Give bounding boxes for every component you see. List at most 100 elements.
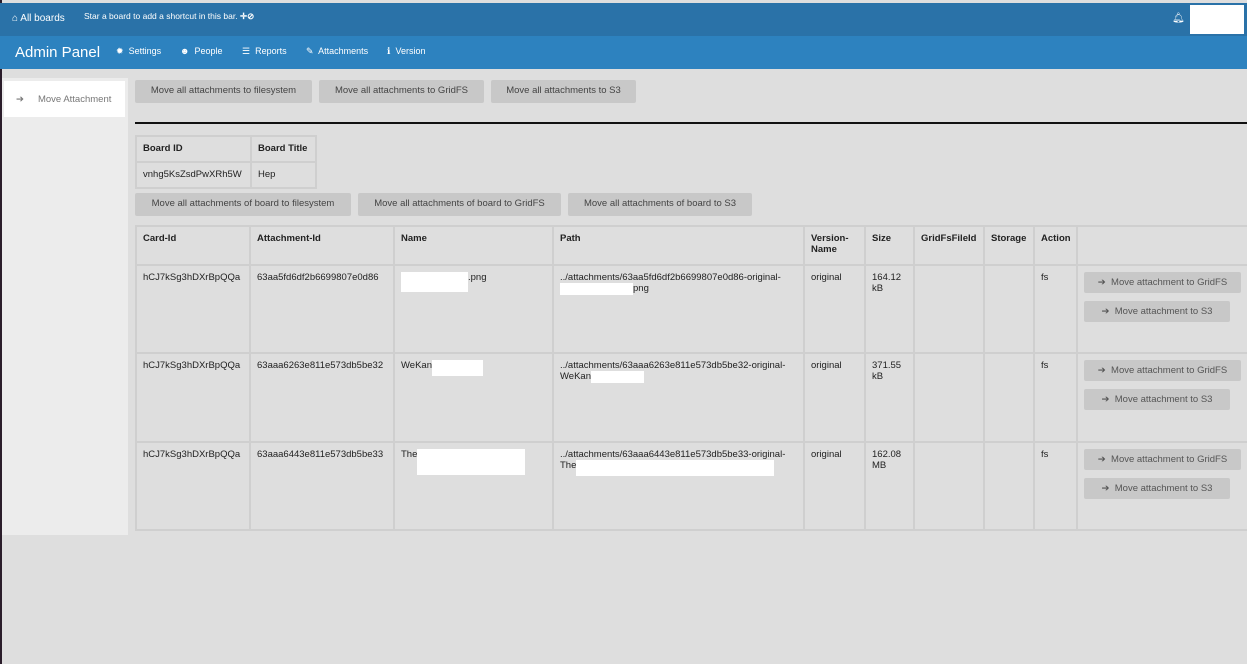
redacted xyxy=(431,360,483,376)
redacted xyxy=(417,449,526,475)
version-name: original xyxy=(803,352,866,443)
nav-label: Attachments xyxy=(318,46,369,56)
path-text: ../attachments/63aaa6263e811e573db5be32-… xyxy=(560,360,786,371)
all-boards-link[interactable]: ⌂ All boards xyxy=(12,13,65,24)
attachment-name: The xyxy=(393,441,554,531)
move-icon[interactable]: ✛ xyxy=(239,11,248,21)
move-to-s3-button[interactable]: ➔ Move attachment to S3 xyxy=(1084,301,1230,322)
move-to-gridfs-button[interactable]: ➔ Move attachment to GridFS xyxy=(1084,360,1241,381)
move-to-gridfs-button[interactable]: ➔ Move attachment to GridFS xyxy=(1084,272,1241,293)
size: 371.55 kB xyxy=(864,352,915,443)
attachment-id: 63aaa6443e811e573db5be33 xyxy=(249,441,395,531)
size: 162.08 MB xyxy=(864,441,915,531)
move-to-s3-button[interactable]: ➔ Move attachment to S3 xyxy=(1084,389,1230,410)
attachment-id: 63aa5fd6df2b6699807e0d86 xyxy=(249,264,395,354)
board-title: Hep xyxy=(250,161,317,189)
gridfs-file-id xyxy=(913,264,985,354)
header-board-id: Board ID xyxy=(135,135,252,163)
button-label: Move attachment to GridFS xyxy=(1111,454,1228,465)
redacted xyxy=(401,272,468,292)
action: fs xyxy=(1033,441,1078,531)
window-edge xyxy=(0,0,2,664)
header-storage: Storage xyxy=(983,225,1035,266)
version-name: original xyxy=(803,264,866,354)
nav-label: Reports xyxy=(255,46,287,56)
hint-text: Star a board to add a shortcut in this b… xyxy=(84,11,238,21)
card-id: hCJ7kSg3hDXrBpQQa xyxy=(135,352,251,443)
move-all-to-gridfs-button[interactable]: Move all attachments to GridFS xyxy=(319,80,484,103)
header-board-title: Board Title xyxy=(250,135,317,163)
sidebar-item-move-attachment[interactable]: ➔ Move Attachment xyxy=(4,81,125,117)
name-prefix: The xyxy=(401,449,418,460)
nav-attachments[interactable]: ✎ Attachments xyxy=(306,46,368,57)
path-prefix: The xyxy=(560,460,577,471)
button-label: Move attachment to GridFS xyxy=(1111,277,1228,288)
bell-icon[interactable]: 🔔︎ xyxy=(1172,13,1185,24)
path-prefix: WeKan xyxy=(560,371,591,382)
move-board-to-filesystem-button[interactable]: Move all attachments of board to filesys… xyxy=(135,193,351,216)
button-label: Move attachment to GridFS xyxy=(1111,365,1228,376)
info-icon: ℹ xyxy=(387,46,391,56)
nav-settings[interactable]: ✹ Settings xyxy=(116,46,161,57)
attachment-id: 63aaa6263e811e573db5be32 xyxy=(249,352,395,443)
move-board-to-gridfs-button[interactable]: Move all attachments of board to GridFS xyxy=(358,193,561,216)
nav-label: Settings xyxy=(128,46,162,56)
button-label: Move attachment to S3 xyxy=(1114,394,1213,405)
header-action: Action xyxy=(1033,225,1078,266)
move-all-to-filesystem-button[interactable]: Move all attachments to filesystem xyxy=(135,80,312,103)
sidebar-item-label: Move Attachment xyxy=(37,94,112,105)
storage xyxy=(983,352,1035,443)
move-board-to-s3-button[interactable]: Move all attachments of board to S3 xyxy=(568,193,752,216)
header-gridfs-file-id: GridFsFileId xyxy=(913,225,985,266)
all-boards-label: All boards xyxy=(20,13,65,24)
row-actions: ➔ Move attachment to GridFS ➔ Move attac… xyxy=(1076,264,1247,354)
sidebar: ➔ Move Attachment xyxy=(2,78,128,535)
table-row: hCJ7kSg3hDXrBpQQa 63aaa6443e811e573db5be… xyxy=(135,441,1247,531)
size: 164.12 kB xyxy=(864,264,915,354)
header-version-name: Version-Name xyxy=(803,225,866,266)
arrow-right-icon: ➔ xyxy=(1097,365,1106,376)
paperclip-icon: ✎ xyxy=(306,46,314,56)
move-all-to-s3-button[interactable]: Move all attachments to S3 xyxy=(491,80,636,103)
card-id: hCJ7kSg3hDXrBpQQa xyxy=(135,441,251,531)
arrow-right-icon: ➔ xyxy=(16,94,24,105)
gridfs-file-id xyxy=(913,352,985,443)
header-card-id: Card-Id xyxy=(135,225,251,266)
top-bar: ⌂ All boards Star a board to add a short… xyxy=(0,3,1247,36)
arrow-right-icon: ➔ xyxy=(1097,277,1106,288)
action: fs xyxy=(1033,352,1078,443)
list-icon: ☰ xyxy=(242,46,251,56)
home-icon: ⌂ xyxy=(12,13,19,24)
gridfs-file-id xyxy=(913,441,985,531)
path-text: ../attachments/63aa5fd6df2b6699807e0d86-… xyxy=(560,272,781,283)
nav-people[interactable]: ☻ People xyxy=(180,46,223,56)
move-to-gridfs-button[interactable]: ➔ Move attachment to GridFS xyxy=(1084,449,1241,470)
board-id: vnhg5KsZsdPwXRh5W xyxy=(135,161,252,189)
move-to-s3-button[interactable]: ➔ Move attachment to S3 xyxy=(1084,478,1230,499)
path-suffix: png xyxy=(633,283,649,294)
board-table: Board ID Board Title vnhg5KsZsdPwXRh5W Hep xyxy=(135,135,317,189)
page-title: Admin Panel xyxy=(15,44,101,61)
admin-header: Admin Panel ✹ Settings ☻ People ☰ Report… xyxy=(0,36,1247,69)
button-label: Move attachment to S3 xyxy=(1114,483,1213,494)
arrow-right-icon: ➔ xyxy=(1101,483,1110,494)
storage xyxy=(983,264,1035,354)
nav-reports[interactable]: ☰ Reports xyxy=(242,46,287,57)
attachment-name: WeKan xyxy=(393,352,554,443)
header-attachment-id: Attachment-Id xyxy=(249,225,395,266)
shortcut-hint: Star a board to add a shortcut in this b… xyxy=(84,11,254,22)
card-id: hCJ7kSg3hDXrBpQQa xyxy=(135,264,251,354)
redacted xyxy=(560,283,633,295)
block-icon[interactable]: ⊘ xyxy=(247,11,255,21)
nav-version[interactable]: ℹ Version xyxy=(387,46,425,57)
attachment-path: ../attachments/63aa5fd6df2b6699807e0d86-… xyxy=(552,264,805,354)
attachment-name: .png xyxy=(393,264,554,354)
header-path: Path xyxy=(552,225,805,266)
row-actions: ➔ Move attachment to GridFS ➔ Move attac… xyxy=(1076,441,1247,531)
action: fs xyxy=(1033,264,1078,354)
avatar[interactable] xyxy=(1190,5,1244,34)
header-size: Size xyxy=(864,225,915,266)
version-name: original xyxy=(803,441,866,531)
arrow-right-icon: ➔ xyxy=(1101,394,1110,405)
name-suffix: .png xyxy=(468,272,487,283)
